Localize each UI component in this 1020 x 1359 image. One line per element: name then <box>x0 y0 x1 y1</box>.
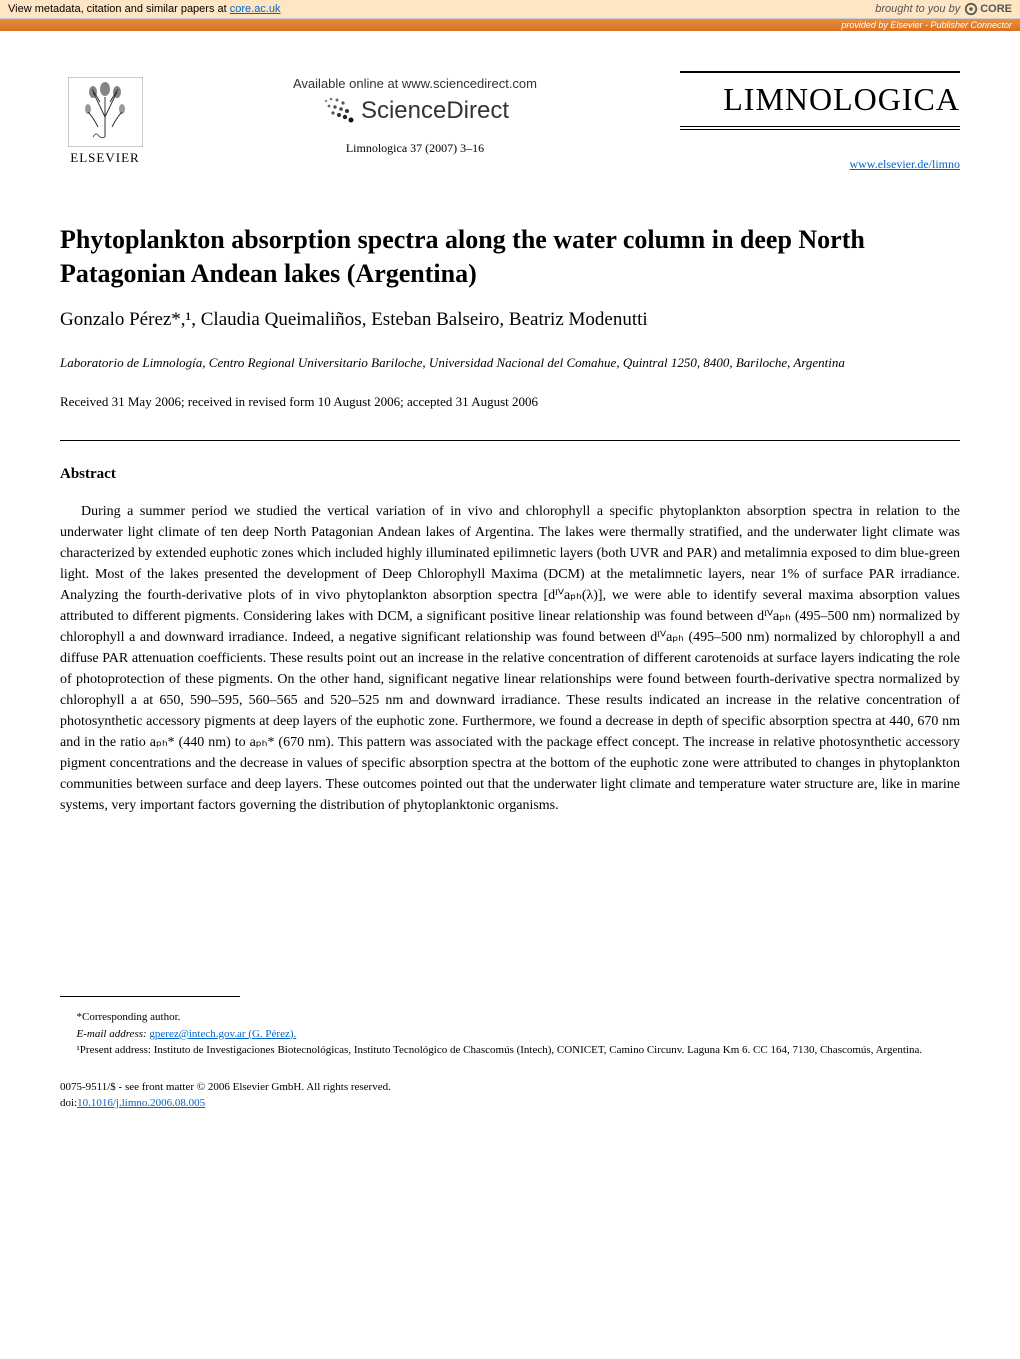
available-online-text: Available online at www.sciencedirect.co… <box>150 76 680 91</box>
core-text: CORE <box>980 3 1012 15</box>
provider-text: provided by Elsevier - Publisher Connect… <box>841 20 1012 30</box>
provider-banner: provided by Elsevier - Publisher Connect… <box>0 19 1020 31</box>
journal-box: LIMNOLOGICA www.elsevier.de/limno <box>680 71 960 173</box>
header-section: ELSEVIER Available online at www.science… <box>60 71 960 173</box>
author-email-link[interactable]: gperez@intech.gov.ar (G. Pérez). <box>149 1028 296 1040</box>
elsevier-tree-icon <box>68 77 143 147</box>
email-label: E-mail address: <box>77 1028 150 1040</box>
banner-left-text: View metadata, citation and similar pape… <box>8 3 230 15</box>
banner-left: View metadata, citation and similar pape… <box>8 3 281 15</box>
core-icon <box>964 2 978 16</box>
footnote-divider <box>60 996 240 1003</box>
sciencedirect-text: ScienceDirect <box>361 97 509 125</box>
page-content: ELSEVIER Available online at www.science… <box>0 31 1020 1152</box>
sciencedirect-logo: ScienceDirect <box>150 96 680 126</box>
footnotes-section: *Corresponding author. E-mail address: g… <box>60 1009 960 1059</box>
doi-label: doi: <box>60 1097 77 1109</box>
abstract-heading: Abstract <box>60 466 960 483</box>
journal-title: LIMNOLOGICA <box>680 71 960 130</box>
copyright-section: 0075-9511/$ - see front matter © 2006 El… <box>60 1079 960 1112</box>
journal-url-link[interactable]: www.elsevier.de/limno <box>849 157 960 171</box>
metadata-banner: View metadata, citation and similar pape… <box>0 0 1020 19</box>
doi-link[interactable]: 10.1016/j.limno.2006.08.005 <box>77 1097 205 1109</box>
doi-line: doi:10.1016/j.limno.2006.08.005 <box>60 1095 960 1112</box>
email-footnote: E-mail address: gperez@intech.gov.ar (G.… <box>60 1026 960 1043</box>
elsevier-logo: ELSEVIER <box>60 71 150 166</box>
present-address: ¹Present address: Instituto de Investiga… <box>60 1042 960 1059</box>
article-title: Phytoplankton absorption spectra along t… <box>60 223 960 291</box>
article-affiliation: Laboratorio de Limnología, Centro Region… <box>60 353 960 373</box>
center-header: Available online at www.sciencedirect.co… <box>150 71 680 156</box>
article-authors: Gonzalo Pérez*,¹, Claudia Queimaliños, E… <box>60 309 960 331</box>
brought-by-text: brought to you by <box>875 3 960 15</box>
core-link[interactable]: core.ac.uk <box>230 3 281 15</box>
sciencedirect-icon <box>321 96 356 126</box>
core-badge[interactable]: CORE <box>964 2 1012 16</box>
banner-right: brought to you by CORE <box>875 2 1012 16</box>
copyright-line: 0075-9511/$ - see front matter © 2006 El… <box>60 1079 960 1096</box>
article-dates: Received 31 May 2006; received in revise… <box>60 394 960 410</box>
journal-reference: Limnologica 37 (2007) 3–16 <box>150 141 680 156</box>
corresponding-author: *Corresponding author. <box>60 1009 960 1026</box>
elsevier-text: ELSEVIER <box>70 150 139 166</box>
abstract-text: During a summer period we studied the ve… <box>60 501 960 816</box>
divider-line <box>60 440 960 441</box>
